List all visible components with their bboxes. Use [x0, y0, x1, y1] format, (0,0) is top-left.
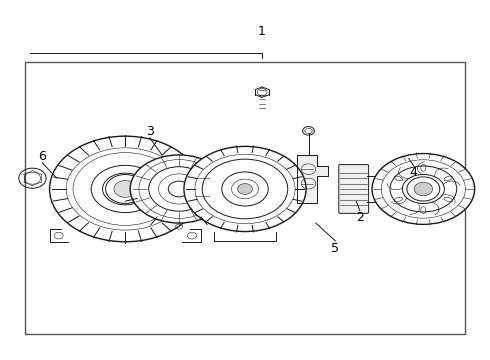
Text: 6: 6	[38, 150, 46, 163]
Ellipse shape	[51, 138, 199, 240]
Polygon shape	[297, 155, 328, 203]
Text: 1: 1	[258, 25, 266, 38]
Circle shape	[114, 181, 137, 197]
Text: 4: 4	[410, 166, 417, 179]
Circle shape	[71, 186, 82, 195]
Ellipse shape	[186, 148, 304, 230]
Circle shape	[414, 182, 433, 196]
Ellipse shape	[372, 154, 475, 224]
Ellipse shape	[374, 155, 473, 223]
Text: 2: 2	[356, 211, 364, 224]
Ellipse shape	[133, 157, 225, 221]
Ellipse shape	[184, 147, 306, 231]
FancyBboxPatch shape	[339, 165, 368, 213]
Ellipse shape	[49, 136, 201, 242]
Circle shape	[238, 184, 252, 194]
Ellipse shape	[130, 155, 228, 223]
Text: 5: 5	[331, 242, 340, 255]
Text: 3: 3	[146, 125, 154, 138]
Bar	[25, 62, 465, 334]
